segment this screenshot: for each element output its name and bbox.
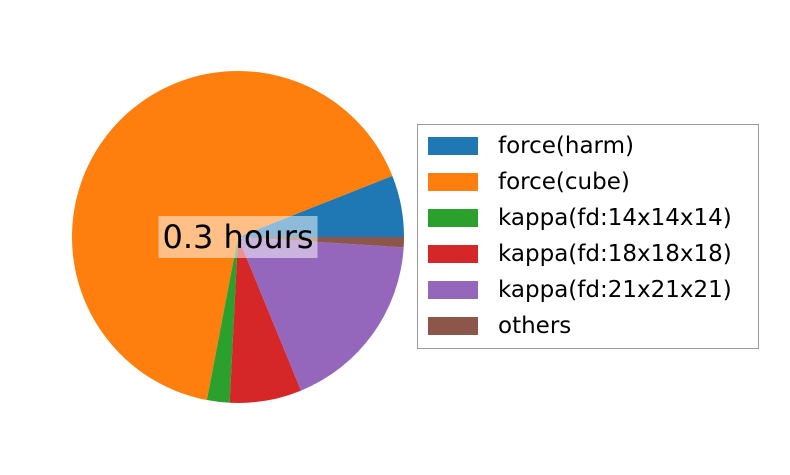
pie-slice-kappa-fd-18x18x18 xyxy=(229,237,302,403)
legend-label: force(harm) xyxy=(498,133,634,159)
pie-slice-kappa-fd-14x14x14 xyxy=(206,237,238,403)
center-label-background xyxy=(158,216,318,258)
legend-item-force-harm: force(harm) xyxy=(428,131,634,161)
legend-swatch xyxy=(428,209,478,227)
legend-swatch xyxy=(428,137,478,155)
legend-label: kappa(fd:18x18x18) xyxy=(498,241,732,267)
legend-item-others: others xyxy=(428,311,571,341)
legend-item-kappa-14: kappa(fd:14x14x14) xyxy=(428,203,732,233)
pie-slice-kappa-fd-21x21x21 xyxy=(238,237,404,391)
legend-label: force(cube) xyxy=(498,169,630,195)
center-label: 0.3 hours xyxy=(162,218,313,256)
chart-legend: force(harm) force(cube) kappa(fd:14x14x1… xyxy=(417,124,759,349)
legend-item-kappa-18: kappa(fd:18x18x18) xyxy=(428,239,732,269)
legend-item-kappa-21: kappa(fd:21x21x21) xyxy=(428,275,732,305)
legend-swatch xyxy=(428,317,478,335)
legend-label: others xyxy=(498,313,572,339)
legend-label: kappa(fd:14x14x14) xyxy=(498,205,732,231)
legend-swatch xyxy=(428,173,478,191)
legend-label: kappa(fd:21x21x21) xyxy=(498,277,732,303)
legend-swatch xyxy=(428,281,478,299)
legend-item-force-cube: force(cube) xyxy=(428,167,630,197)
legend-swatch xyxy=(428,245,478,263)
